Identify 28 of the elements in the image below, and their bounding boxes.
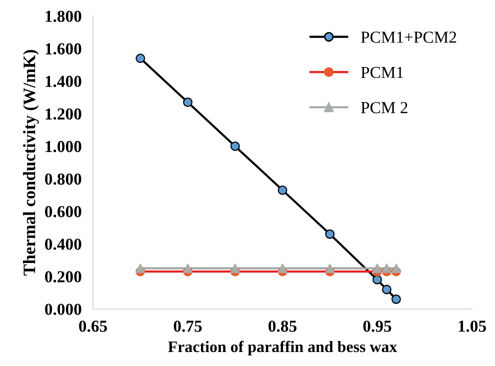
y-tick-label: 0.200 [45,271,82,282]
legend-label: PCM1+PCM2 [361,32,456,43]
y-tick-label: 1.800 [46,10,82,22]
point [183,264,192,274]
x-tick-label: 0.85 [268,320,296,332]
point [136,264,146,274]
point [372,264,382,274]
point [391,264,401,274]
y-tick-label: 0.400 [45,238,82,250]
y-tick-label: 1.400 [46,76,82,88]
x-tick-label: 0.75 [174,320,202,332]
x-tick-label: 1.05 [458,320,486,332]
x-tick-label: 0.95 [363,320,392,332]
y-tick-label: 0.800 [45,173,82,185]
x-tick-label: 0.65 [79,320,107,332]
point [382,264,392,274]
y-axis-title: Thermal conductivity (W/mK) [23,50,39,276]
y-tick-label: 1.600 [46,43,82,55]
legend-label: PCM 2 [361,102,408,114]
y-tick-label: 1.200 [46,108,82,120]
legend-label: PCM1 [361,66,404,78]
point [325,264,335,274]
y-tick-label: 0.600 [45,206,82,218]
point [230,264,240,274]
x-axis-title: Fraction of paraffin and bess wax [168,340,398,356]
y-tick-label: 0.000 [45,304,82,316]
point [278,264,288,274]
y-tick-label: 1.000 [46,140,82,152]
